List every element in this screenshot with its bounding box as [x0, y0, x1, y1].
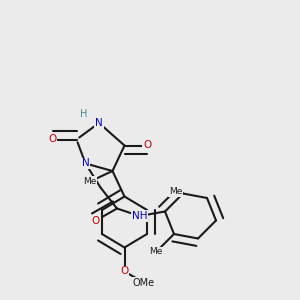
Text: O: O: [48, 134, 57, 145]
Text: O: O: [143, 140, 151, 151]
Text: H: H: [80, 109, 88, 119]
Text: N: N: [82, 158, 89, 169]
Text: NH: NH: [132, 211, 147, 221]
Text: O: O: [120, 266, 129, 277]
Text: O: O: [92, 215, 100, 226]
Text: Me: Me: [83, 177, 97, 186]
Text: Me: Me: [169, 188, 182, 196]
Text: N: N: [95, 118, 103, 128]
Text: OMe: OMe: [133, 278, 155, 288]
Text: Me: Me: [149, 248, 163, 256]
